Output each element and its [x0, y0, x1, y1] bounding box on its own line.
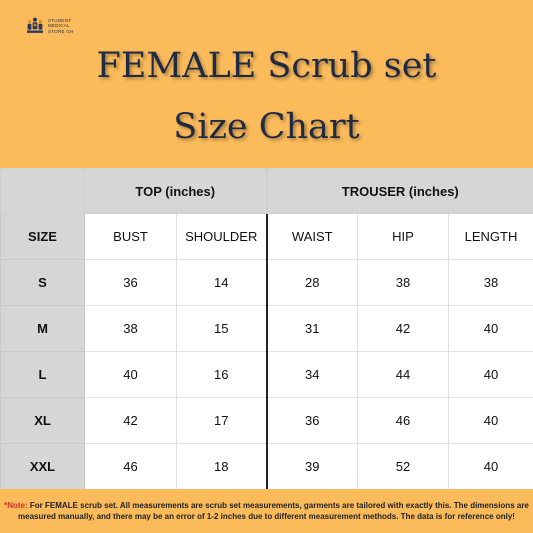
- waist-cell: 36: [265, 397, 358, 444]
- bust-cell: 46: [84, 443, 177, 490]
- store-name: STUDENT MEDICAL STORE GH: [48, 18, 84, 34]
- group-header-row: TOP (inches) TROUSER (inches): [0, 168, 533, 214]
- size-cell: L: [0, 351, 85, 398]
- page-title: FEMALE Scrub set: [96, 46, 437, 86]
- page-subtitle: Size Chart: [173, 107, 360, 147]
- waist-cell: 34: [265, 351, 358, 398]
- note-label: *Note:: [4, 501, 28, 510]
- length-cell: 40: [447, 397, 533, 444]
- length-cell: 40: [447, 443, 533, 490]
- store-name-line1: STUDENT: [48, 18, 72, 24]
- size-cell: S: [0, 259, 85, 306]
- column-header-hip: HIP: [357, 213, 449, 260]
- hip-cell: 52: [357, 443, 449, 490]
- table-row: M 38 15 31 42 40: [0, 305, 533, 352]
- column-header-shoulder: SHOULDER: [176, 213, 267, 260]
- size-cell: M: [0, 305, 85, 352]
- group-header-top: TOP (inches): [84, 168, 267, 214]
- header-banner: STUDENT MEDICAL STORE GH FEMALE Scrub se…: [0, 0, 533, 168]
- group-header-trouser: TROUSER (inches): [265, 168, 533, 214]
- shoulder-cell: 16: [176, 351, 267, 398]
- hip-cell: 38: [357, 259, 449, 306]
- size-chart-table: TOP (inches) TROUSER (inches) SIZE BUST …: [0, 168, 533, 490]
- bust-cell: 42: [84, 397, 177, 444]
- table-row: XL 42 17 36 46 40: [0, 397, 533, 444]
- group-header-blank: [0, 168, 85, 214]
- table-row: XXL 46 18 39 52 40: [0, 443, 533, 490]
- size-cell: XL: [0, 397, 85, 444]
- table-row: S 36 14 28 38 38: [0, 259, 533, 306]
- shoulder-cell: 18: [176, 443, 267, 490]
- store-name-line3: STORE GH: [48, 28, 74, 34]
- column-header-row: SIZE BUST SHOULDER WAIST HIP LENGTH: [0, 213, 533, 260]
- hip-cell: 42: [357, 305, 449, 352]
- column-header-bust: BUST: [84, 213, 177, 260]
- store-name-line2: MEDICAL: [48, 23, 70, 29]
- waist-cell: 39: [265, 443, 358, 490]
- bust-cell: 40: [84, 351, 177, 398]
- hip-cell: 44: [357, 351, 449, 398]
- column-header-waist: WAIST: [265, 213, 358, 260]
- column-header-size: SIZE: [0, 213, 85, 260]
- column-header-length: LENGTH: [447, 213, 533, 260]
- footer-note: *Note: For FEMALE scrub set. All measure…: [0, 489, 533, 533]
- length-cell: 40: [447, 305, 533, 352]
- length-cell: 40: [447, 351, 533, 398]
- hip-cell: 46: [357, 397, 449, 444]
- waist-cell: 31: [265, 305, 358, 352]
- bust-cell: 36: [84, 259, 177, 306]
- shoulder-cell: 14: [176, 259, 267, 306]
- table-row: L 40 16 34 44 40: [0, 351, 533, 398]
- shoulder-cell: 17: [176, 397, 267, 444]
- waist-cell: 28: [265, 259, 358, 306]
- shoulder-cell: 15: [176, 305, 267, 352]
- note-text: For FEMALE scrub set. All measurements a…: [18, 501, 529, 521]
- size-cell: XXL: [0, 443, 85, 490]
- bust-cell: 38: [84, 305, 177, 352]
- store-logo: STUDENT MEDICAL STORE GH: [26, 17, 84, 35]
- length-cell: 38: [447, 259, 533, 306]
- medical-team-icon: [27, 17, 43, 33]
